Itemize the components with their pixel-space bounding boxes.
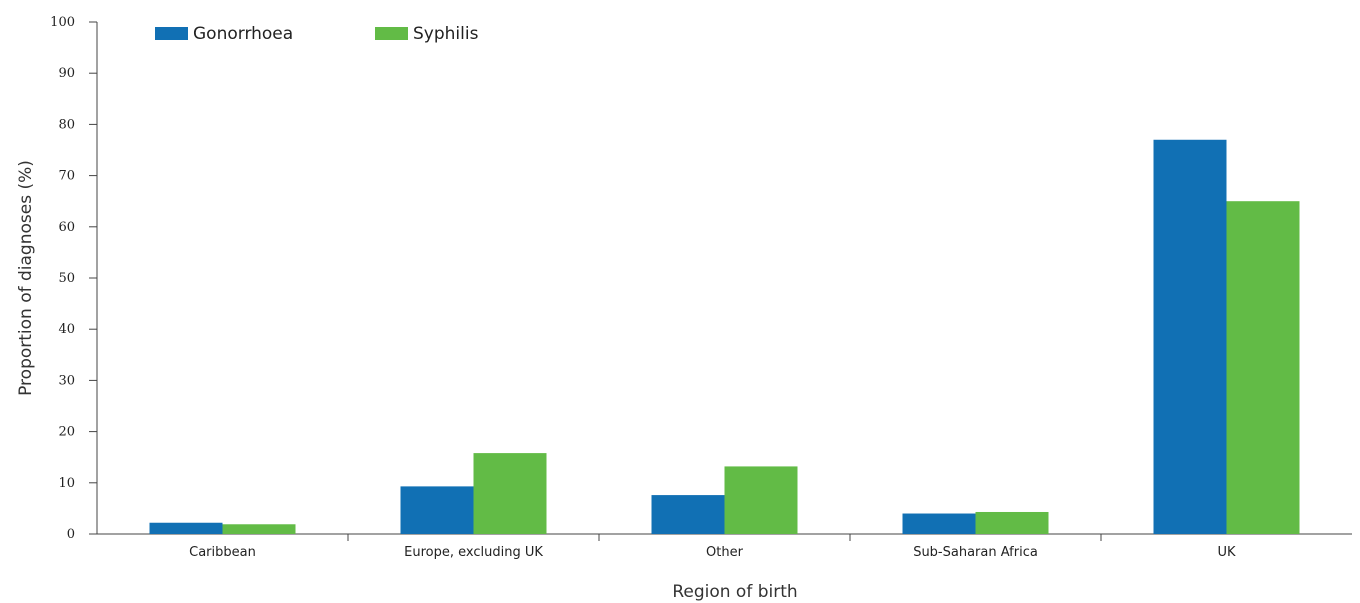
y-axis-title: Proportion of diagnoses (%) [16, 160, 36, 396]
y-tick-label: 90 [58, 66, 75, 81]
x-tick-label: Sub-Saharan Africa [913, 545, 1038, 560]
y-tick-label: 0 [67, 527, 75, 542]
legend-swatch-syphilis [375, 27, 408, 40]
bar-gonorrhoea-5 [1153, 139, 1227, 534]
bar-gonorrhoea-4 [902, 513, 976, 534]
bar-syphilis-5 [1226, 201, 1300, 534]
x-tick-label: UK [1217, 545, 1236, 560]
y-tick-label: 60 [58, 220, 75, 235]
legend-swatch-gonorrhoea [155, 27, 188, 40]
bar-gonorrhoea-3 [651, 495, 725, 534]
y-tick-label: 30 [58, 373, 75, 388]
legend-label-syphilis: Syphilis [413, 24, 479, 44]
x-tick-label: Other [706, 545, 744, 560]
bar-syphilis-3 [724, 466, 798, 534]
y-tick-label: 20 [58, 425, 75, 440]
x-axis: Caribbean Europe, excluding UK Other Sub-Sa… [97, 533, 1352, 560]
x-axis-title: Region of birth [672, 582, 797, 602]
x-tick-label: Caribbean [189, 545, 256, 560]
bar-gonorrhoea-2 [400, 486, 474, 534]
y-tick-label: 70 [58, 169, 75, 184]
legend: Gonorrhoea Syphilis [155, 24, 479, 44]
y-axis: 0 10 20 30 40 50 60 70 80 90 100 [50, 15, 98, 542]
y-tick-label: 80 [58, 117, 75, 132]
bar-gonorrhoea-1 [149, 522, 223, 534]
bar-syphilis-1 [222, 524, 296, 534]
y-tick-label: 100 [50, 15, 75, 30]
x-tick-label: Europe, excluding UK [404, 545, 543, 560]
y-tick-label: 10 [58, 476, 75, 491]
bar-syphilis-2 [473, 453, 547, 534]
y-tick-label: 50 [58, 271, 75, 286]
y-tick-label: 40 [58, 322, 75, 337]
bars [149, 139, 1300, 534]
legend-label-gonorrhoea: Gonorrhoea [193, 24, 293, 44]
bar-syphilis-4 [975, 511, 1049, 534]
